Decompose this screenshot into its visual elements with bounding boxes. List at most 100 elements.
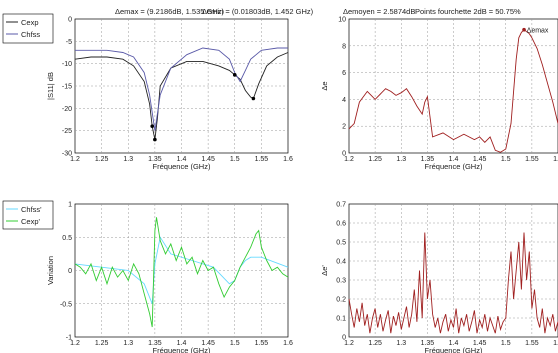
- y-tick-label: 2: [342, 124, 346, 131]
- y-tick-label: 0.5: [336, 240, 346, 247]
- series-line-chfss: [75, 47, 288, 131]
- max-marker: [522, 27, 526, 32]
- y-tick-label: 0.7: [336, 202, 346, 209]
- y-tick-label: -15: [62, 84, 72, 91]
- y-axis-label: Variation: [46, 256, 55, 285]
- min-marker: [251, 96, 256, 101]
- x-tick-label: 1.45: [201, 156, 215, 163]
- x-tick-label: 1.4: [177, 156, 187, 163]
- x-tick-label: 1.3: [396, 156, 406, 163]
- y-axis-label: Δe': [320, 265, 329, 276]
- x-tick-label: 1.5: [501, 156, 511, 163]
- header-fourchette: Points fourchette 2dB = 50.75%: [415, 7, 521, 16]
- x-axis-label: Fréquence (GHz): [153, 162, 211, 171]
- min-marker: [150, 124, 155, 128]
- y-axis-label: Δe: [320, 81, 329, 90]
- min-marker: [232, 73, 237, 77]
- x-tick-label: 1.3: [123, 156, 133, 163]
- x-tick-label: 1.25: [95, 340, 109, 347]
- header-emoyen: Δemoyen = 2.5874dB: [343, 7, 415, 16]
- plot-4: 1.2 1.25 1.3 1.35 1.4 1.45 1.5 1.55 1.6 0.7 0.6 0.5…: [320, 202, 558, 353]
- legend-bottom-left: Chfss' Cexp': [2, 200, 54, 230]
- x-tick-label: 1.35: [421, 156, 435, 163]
- y-axis-label: |S11| dB: [46, 72, 55, 100]
- x-tick-label: 1.35: [148, 340, 162, 347]
- plot-2: 1.2 1.25 1.3 1.35 1.4 1.45 1.5 1.55 1.6 10 8 6 4 2 0 Fr…: [320, 17, 558, 171]
- legend-box: [2, 13, 54, 44]
- x-tick-label: 1.55: [255, 156, 269, 163]
- x-tick-label: 1.2: [344, 156, 354, 163]
- y-tick-label: 0: [68, 268, 72, 275]
- x-tick-label: 1.2: [70, 340, 80, 347]
- x-tick-label: 1.3: [396, 340, 406, 347]
- x-tick-label: 1.5: [230, 340, 240, 347]
- x-axis-label: Fréquence (GHz): [425, 162, 483, 171]
- y-tick-label: 0.4: [336, 259, 346, 266]
- y-tick-label: 8: [342, 43, 346, 50]
- y-tick-label: 0.3: [336, 278, 346, 285]
- legend-top-left: Cexp Chfss: [2, 13, 54, 44]
- x-tick-label: 1.55: [525, 340, 539, 347]
- header-emax: Δemax = (9.2186dB, 1.535 GHz): [115, 7, 225, 16]
- series-line-main: [348, 29, 558, 153]
- x-tick-label: 1.6: [283, 156, 293, 163]
- y-tick-label: -10: [62, 61, 72, 68]
- plot-1: 1.2 1.25 1.3 1.35 1.4 1.45 1.5 1.55 1.6 0 -5 -10 -15…: [46, 17, 293, 172]
- plot-3: 1.2 1.25 1.3 1.35 1.4 1.45 1.5 1.55 1.6 1 0.5 0 -0.5…: [46, 202, 293, 353]
- x-tick-label: 1.4: [449, 340, 459, 347]
- series-line-main: [348, 232, 558, 334]
- x-tick-label: 1.55: [255, 340, 269, 347]
- x-tick-label: 1.25: [368, 156, 382, 163]
- x-tick-label: 1.45: [473, 156, 487, 163]
- x-tick-label: 1.2: [70, 156, 80, 163]
- x-tick-label: 1.45: [201, 340, 215, 347]
- x-axis-label: Fréquence (GHz): [153, 346, 211, 353]
- legend-box: [2, 200, 54, 230]
- y-tick-label: -20: [62, 106, 72, 113]
- legend-label-cexp: Cexp: [21, 18, 39, 27]
- y-tick-label: 1: [68, 202, 72, 209]
- y-tick-label: -1: [66, 335, 72, 342]
- series-line-cexp: [74, 217, 289, 328]
- y-tick-label: -0.5: [60, 301, 72, 308]
- x-axis-label: Fréquence (GHz): [425, 346, 483, 353]
- x-tick-label: 1.35: [421, 340, 435, 347]
- x-tick-label: 1.25: [95, 156, 109, 163]
- x-tick-label: 1.2: [344, 340, 354, 347]
- y-tick-label: 0: [342, 335, 346, 342]
- plot-frame: [348, 18, 558, 154]
- legend-label-chfss: Chfss: [21, 30, 40, 39]
- x-tick-label: 1.5: [230, 156, 240, 163]
- header-emin: Δemin = (0.01803dB, 1.452 GHz): [202, 7, 314, 16]
- y-tick-label: 0.2: [336, 297, 346, 304]
- y-tick-label: 0: [68, 17, 72, 24]
- plot-frame: [348, 203, 558, 338]
- y-tick-label: 6: [342, 70, 346, 77]
- min-marker: [153, 137, 157, 142]
- series-line-chfss: [74, 236, 289, 304]
- y-tick-label: -5: [66, 39, 72, 46]
- x-tick-label: 1.4: [177, 340, 187, 347]
- x-tick-label: 1.25: [368, 340, 382, 347]
- x-tick-label: 1.35: [148, 156, 162, 163]
- legend-label-chfss-prime: Chfss': [21, 205, 42, 214]
- y-tick-label: -30: [62, 151, 72, 158]
- x-tick-label: 1.6: [553, 340, 558, 347]
- x-tick-label: 1.6: [553, 156, 558, 163]
- y-tick-label: 10: [338, 17, 346, 24]
- x-tick-label: 1.45: [473, 340, 487, 347]
- y-tick-label: 0.5: [62, 235, 72, 242]
- y-tick-label: 0.6: [336, 221, 346, 228]
- x-tick-label: 1.5: [501, 340, 511, 347]
- x-tick-label: 1.55: [525, 156, 539, 163]
- x-tick-label: 1.6: [283, 340, 293, 347]
- y-tick-label: 4: [342, 97, 346, 104]
- y-tick-label: 0.1: [336, 316, 346, 323]
- annotation-emax: Δemax: [527, 27, 549, 34]
- x-tick-label: 1.4: [449, 156, 459, 163]
- y-tick-label: -25: [62, 128, 72, 135]
- legend-label-cexp-prime: Cexp': [21, 217, 41, 226]
- x-tick-label: 1.3: [123, 340, 133, 347]
- y-tick-label: 0: [342, 151, 346, 158]
